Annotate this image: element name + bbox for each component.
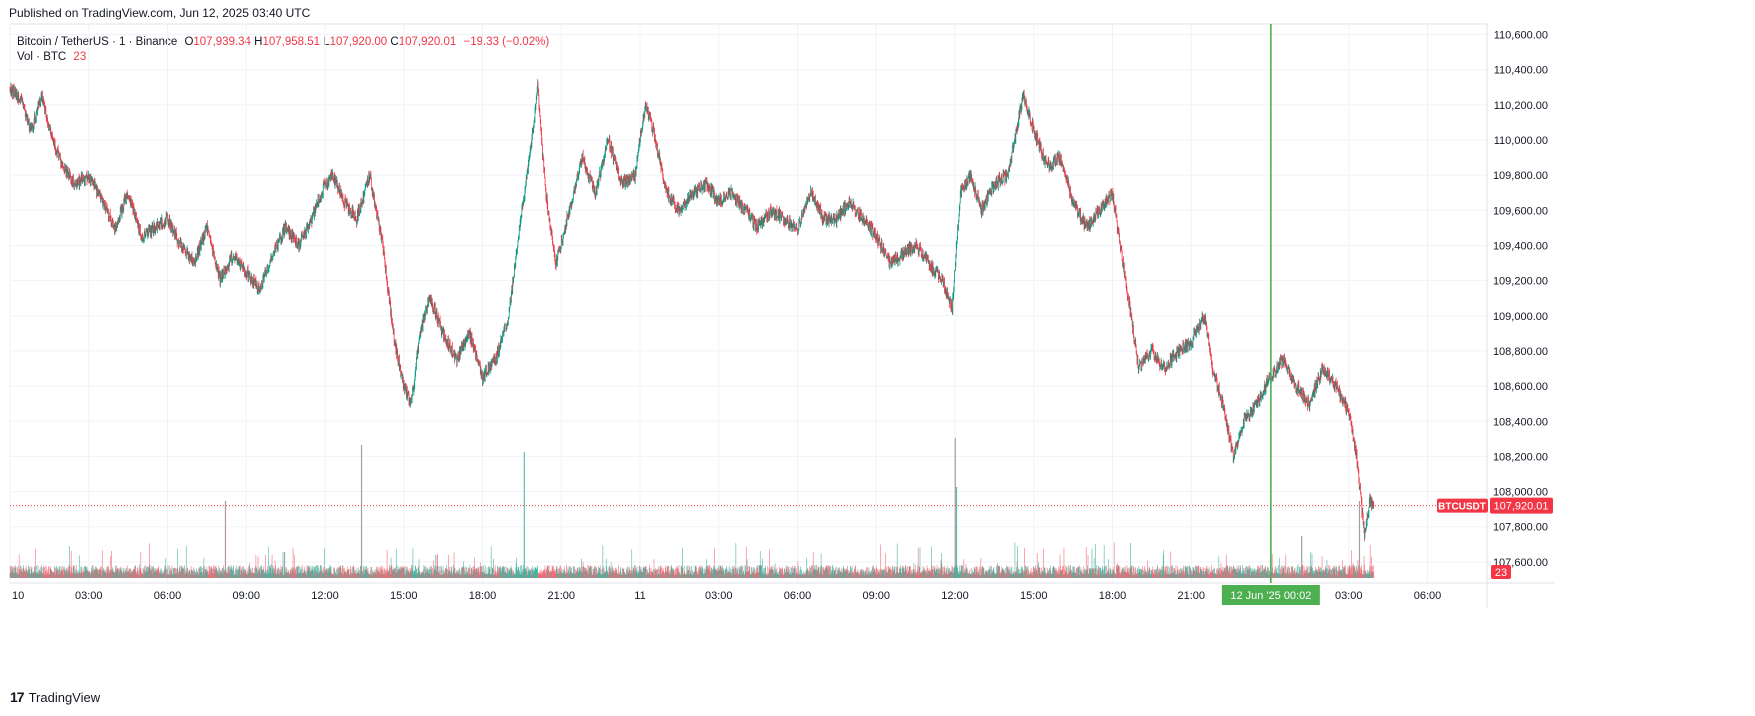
y-tick-label: 108,800.00 <box>1493 346 1548 358</box>
volume-line: Vol · BTC 23 <box>17 50 549 65</box>
y-tick-label: 107,800.00 <box>1493 522 1548 534</box>
y-tick-label: 110,600.00 <box>1494 30 1548 42</box>
close-value: 107,920.01 <box>398 36 457 48</box>
y-tick-label: 108,000.00 <box>1493 487 1548 499</box>
low-label: L <box>323 36 330 48</box>
y-tick-label: 108,400.00 <box>1493 416 1548 428</box>
open-label: O <box>184 36 194 48</box>
y-tick-label: 109,800.00 <box>1493 170 1548 182</box>
ohlc-line: Bitcoin / TetherUS · 1 · Binance O107,93… <box>17 35 549 50</box>
published-caption: Published on TradingView.com, Jun 12, 20… <box>9 6 311 20</box>
open-value: 107,939.34 <box>193 36 251 48</box>
y-tick-label: 110,000.00 <box>1494 135 1548 147</box>
high-label: H <box>254 36 263 48</box>
y-tick-label: 110,200.00 <box>1494 100 1548 112</box>
y-tick-label: 109,200.00 <box>1493 276 1548 288</box>
y-tick-label: 109,600.00 <box>1493 205 1548 217</box>
y-tick-label: 108,600.00 <box>1493 381 1548 393</box>
volume-value: 23 <box>73 51 87 63</box>
plot-frame <box>9 23 1488 584</box>
y-tick-label: 110,400.00 <box>1494 65 1548 77</box>
volume-label[interactable]: Vol · BTC <box>17 51 67 63</box>
change-value: −19.33 (−0.02%) <box>463 36 550 48</box>
y-tick-label: 109,400.00 <box>1493 240 1548 252</box>
symbol-label[interactable]: Bitcoin / TetherUS · 1 · Binance <box>17 36 178 48</box>
y-tick-label: 109,000.00 <box>1493 311 1548 323</box>
low-value: 107,920.00 <box>329 36 388 48</box>
chart-legend: Bitcoin / TetherUS · 1 · Binance O107,93… <box>17 35 549 65</box>
y-tick-label: 108,200.00 <box>1493 451 1548 463</box>
high-value: 107,958.51 <box>262 36 321 48</box>
close-label: C <box>390 36 399 48</box>
